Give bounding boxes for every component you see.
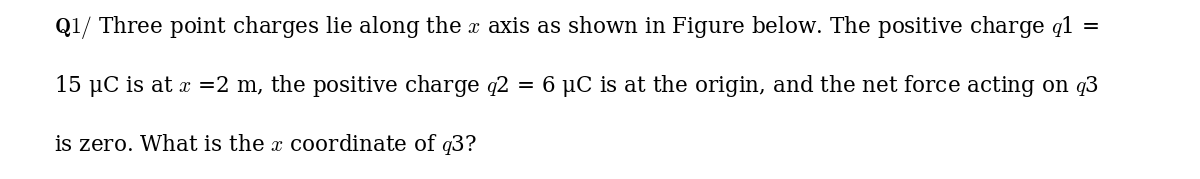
Text: 15 μC is at $x$ =2 m, the positive charge $q$2 = 6 μC is at the origin, and the : 15 μC is at $x$ =2 m, the positive charg…: [54, 73, 1099, 99]
Text: is zero. What is the $x$ coordinate of $q$3?: is zero. What is the $x$ coordinate of $…: [54, 132, 478, 158]
Text: $\mathbf{Q1/}$ Three point charges lie along the $x$ axis as shown in Figure bel: $\mathbf{Q1/}$ Three point charges lie a…: [54, 14, 1099, 41]
